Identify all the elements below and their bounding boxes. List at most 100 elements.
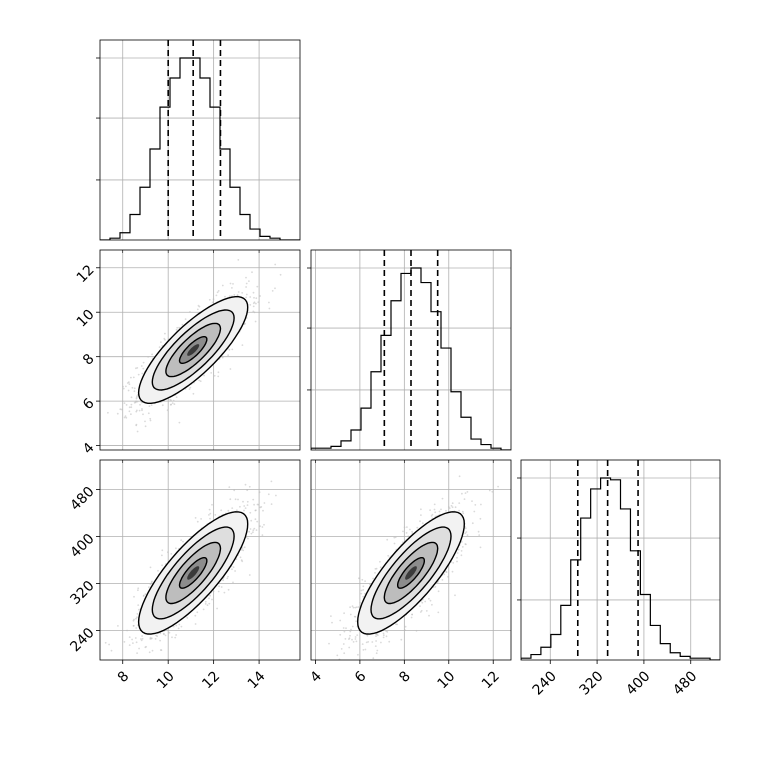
scatter-point [419, 520, 421, 523]
scatter-point [479, 517, 482, 520]
scatter-point [199, 380, 202, 383]
scatter-point [258, 491, 261, 494]
scatter-point [257, 503, 260, 506]
scatter-point [221, 284, 224, 287]
scatter-point [411, 530, 413, 533]
contour-line-2 [383, 541, 439, 605]
scatter-point [136, 367, 139, 369]
scatter-point [364, 580, 366, 583]
scatter-point [388, 640, 391, 643]
x-tick-label: 4 [307, 668, 325, 686]
scatter-point [108, 643, 110, 646]
scatter-point [465, 531, 468, 533]
scatter-point [241, 292, 244, 294]
scatter-point [188, 388, 191, 390]
scatter-point [393, 542, 396, 545]
scatter-point [480, 503, 482, 506]
scatter-point [352, 606, 355, 609]
scatter-point [246, 500, 249, 503]
scatter-point [451, 570, 454, 573]
scatter-point [245, 282, 248, 285]
scatter-point [375, 640, 377, 642]
scatter-point [150, 581, 153, 584]
contour-line-1 [178, 336, 208, 364]
scatter-point [141, 637, 144, 640]
scatter-point [215, 294, 218, 297]
scatter-point [136, 395, 138, 397]
scatter-point [275, 494, 277, 497]
scatter-point [175, 396, 178, 398]
scatter-point [403, 526, 406, 529]
scatter-point [356, 606, 358, 609]
scatter-point [149, 583, 152, 586]
scatter-point [366, 634, 369, 637]
scatter-point [189, 311, 191, 313]
scatter-point [242, 500, 244, 503]
scatter-point [245, 293, 248, 296]
scatter-point [270, 480, 273, 483]
scatter-point [364, 648, 367, 651]
scatter-point [164, 634, 167, 637]
scatter-point [259, 295, 261, 297]
scatter-point [421, 601, 424, 604]
contour-line-2 [165, 322, 222, 378]
scatter-point [131, 386, 134, 389]
density-fill [405, 566, 417, 580]
scatter-point [133, 387, 136, 390]
scatter-point [216, 291, 219, 294]
scatter-point [150, 404, 153, 406]
scatter-point [352, 641, 355, 643]
scatter-point [249, 528, 252, 530]
scatter-point [217, 371, 220, 374]
scatter-point [447, 506, 450, 508]
x-tick-label: 8 [396, 668, 414, 686]
scatter-point [428, 597, 430, 600]
histogram-frame-3 [520, 459, 721, 661]
scatter-point [178, 623, 181, 626]
scatter-point [339, 633, 342, 636]
scatter-point [376, 649, 379, 652]
scatter-point [181, 323, 184, 326]
scatter-point [170, 403, 173, 406]
scatter-point [353, 615, 356, 618]
scatter-point [441, 497, 444, 500]
scatter-point [123, 402, 126, 404]
scatter-point [241, 547, 244, 549]
scatter-point [227, 575, 229, 578]
scatter-point [117, 625, 119, 627]
scatter-point [144, 593, 147, 596]
scatter-point [161, 549, 164, 552]
scatter-point [497, 485, 499, 488]
scatter-point [212, 590, 215, 593]
scatter-point [137, 589, 139, 592]
scatter-point [170, 553, 173, 555]
scatter-point [336, 654, 339, 657]
scatter-point [128, 406, 131, 409]
scatter-point [149, 566, 152, 569]
scatter-point [161, 564, 164, 567]
scatter-point [210, 372, 213, 374]
scatter-point [343, 652, 346, 655]
scatter-point [488, 489, 491, 492]
scatter-point [347, 676, 349, 678]
scatter-point [349, 606, 351, 609]
scatter-point [362, 585, 365, 588]
scatter-point [180, 625, 183, 628]
scatter-point [217, 290, 220, 292]
scatter-point [234, 498, 237, 501]
scatter-point [239, 556, 242, 559]
scatter-point [362, 595, 365, 598]
scatter-point [212, 298, 215, 301]
scatter-point [209, 512, 212, 515]
scatter-point [198, 379, 201, 382]
scatter-point [217, 590, 220, 593]
scatter-point [122, 387, 125, 390]
scatter-point [138, 409, 141, 412]
scatter-point [233, 294, 236, 296]
scatter-point [158, 346, 161, 348]
scatter-point [125, 416, 128, 419]
scatter-point [211, 598, 213, 601]
y-tick-label: 8 [80, 351, 98, 369]
scatter-point [430, 515, 433, 517]
y-tick-label: 320 [67, 578, 97, 608]
